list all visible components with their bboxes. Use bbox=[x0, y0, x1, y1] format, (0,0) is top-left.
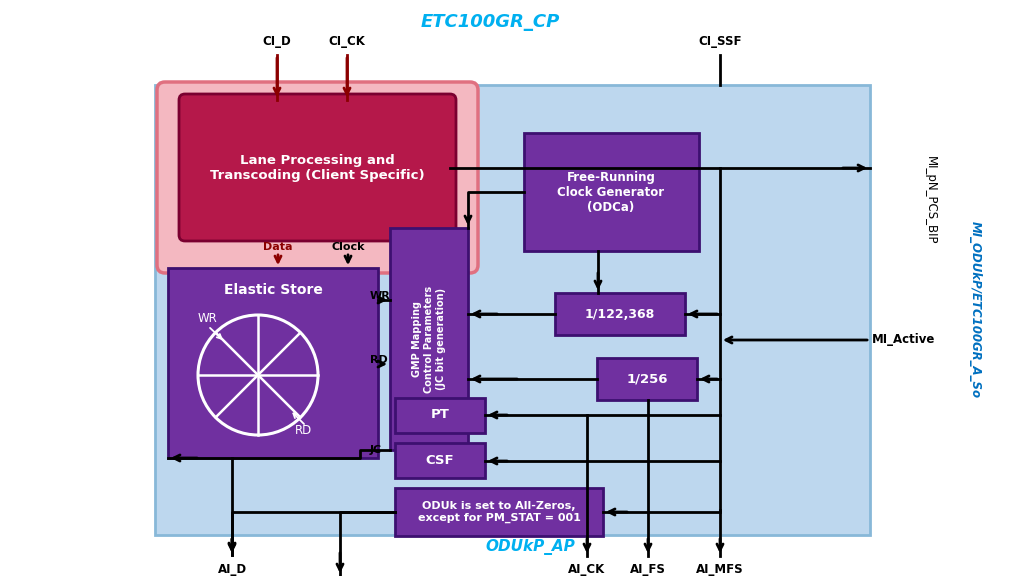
Text: GMP Mapping
Control Parameters
(JC bit generation): GMP Mapping Control Parameters (JC bit g… bbox=[413, 286, 445, 393]
Text: MI_Active: MI_Active bbox=[872, 334, 935, 347]
Text: JC: JC bbox=[370, 445, 382, 455]
Text: Lane Processing and
Transcoding (Client Specific): Lane Processing and Transcoding (Client … bbox=[210, 154, 424, 182]
FancyBboxPatch shape bbox=[395, 443, 485, 478]
Text: Data: Data bbox=[263, 242, 293, 252]
Text: AI_CK: AI_CK bbox=[568, 563, 605, 576]
FancyBboxPatch shape bbox=[179, 94, 456, 241]
FancyBboxPatch shape bbox=[157, 82, 478, 273]
FancyBboxPatch shape bbox=[395, 398, 485, 433]
Text: CI_SSF: CI_SSF bbox=[698, 35, 741, 48]
Text: Clock: Clock bbox=[331, 242, 365, 252]
Text: PT: PT bbox=[430, 408, 450, 422]
Text: AI_D: AI_D bbox=[217, 563, 247, 576]
Text: RD: RD bbox=[295, 423, 312, 437]
Text: RD: RD bbox=[370, 355, 388, 365]
Text: CI_CK: CI_CK bbox=[329, 35, 366, 48]
Text: 1/256: 1/256 bbox=[627, 373, 668, 385]
FancyBboxPatch shape bbox=[155, 85, 870, 535]
Text: ODUk is set to All-Zeros,
except for PM_STAT = 001: ODUk is set to All-Zeros, except for PM_… bbox=[418, 501, 581, 523]
Text: MI_ODUkP/ETC100GR_A_So: MI_ODUkP/ETC100GR_A_So bbox=[969, 221, 981, 399]
Text: MI_pN_PCS_BIP: MI_pN_PCS_BIP bbox=[924, 156, 937, 244]
FancyBboxPatch shape bbox=[390, 228, 468, 450]
Text: ODUkP_AP: ODUkP_AP bbox=[485, 539, 574, 555]
FancyBboxPatch shape bbox=[395, 488, 603, 536]
Text: AI_MFS: AI_MFS bbox=[696, 563, 743, 576]
Text: 1/122,368: 1/122,368 bbox=[585, 308, 655, 320]
FancyBboxPatch shape bbox=[555, 293, 685, 335]
Text: Free-Running
Clock Generator
(ODCa): Free-Running Clock Generator (ODCa) bbox=[557, 170, 665, 214]
Text: ETC100GR_CP: ETC100GR_CP bbox=[420, 13, 560, 31]
Text: AI_FS: AI_FS bbox=[630, 563, 666, 576]
FancyBboxPatch shape bbox=[597, 358, 697, 400]
Text: CSF: CSF bbox=[426, 454, 455, 468]
Text: WR: WR bbox=[198, 312, 218, 324]
FancyBboxPatch shape bbox=[168, 268, 378, 458]
Text: Elastic Store: Elastic Store bbox=[223, 283, 323, 297]
Text: CI_D: CI_D bbox=[262, 35, 292, 48]
FancyBboxPatch shape bbox=[524, 133, 699, 251]
Text: WR: WR bbox=[370, 291, 391, 301]
